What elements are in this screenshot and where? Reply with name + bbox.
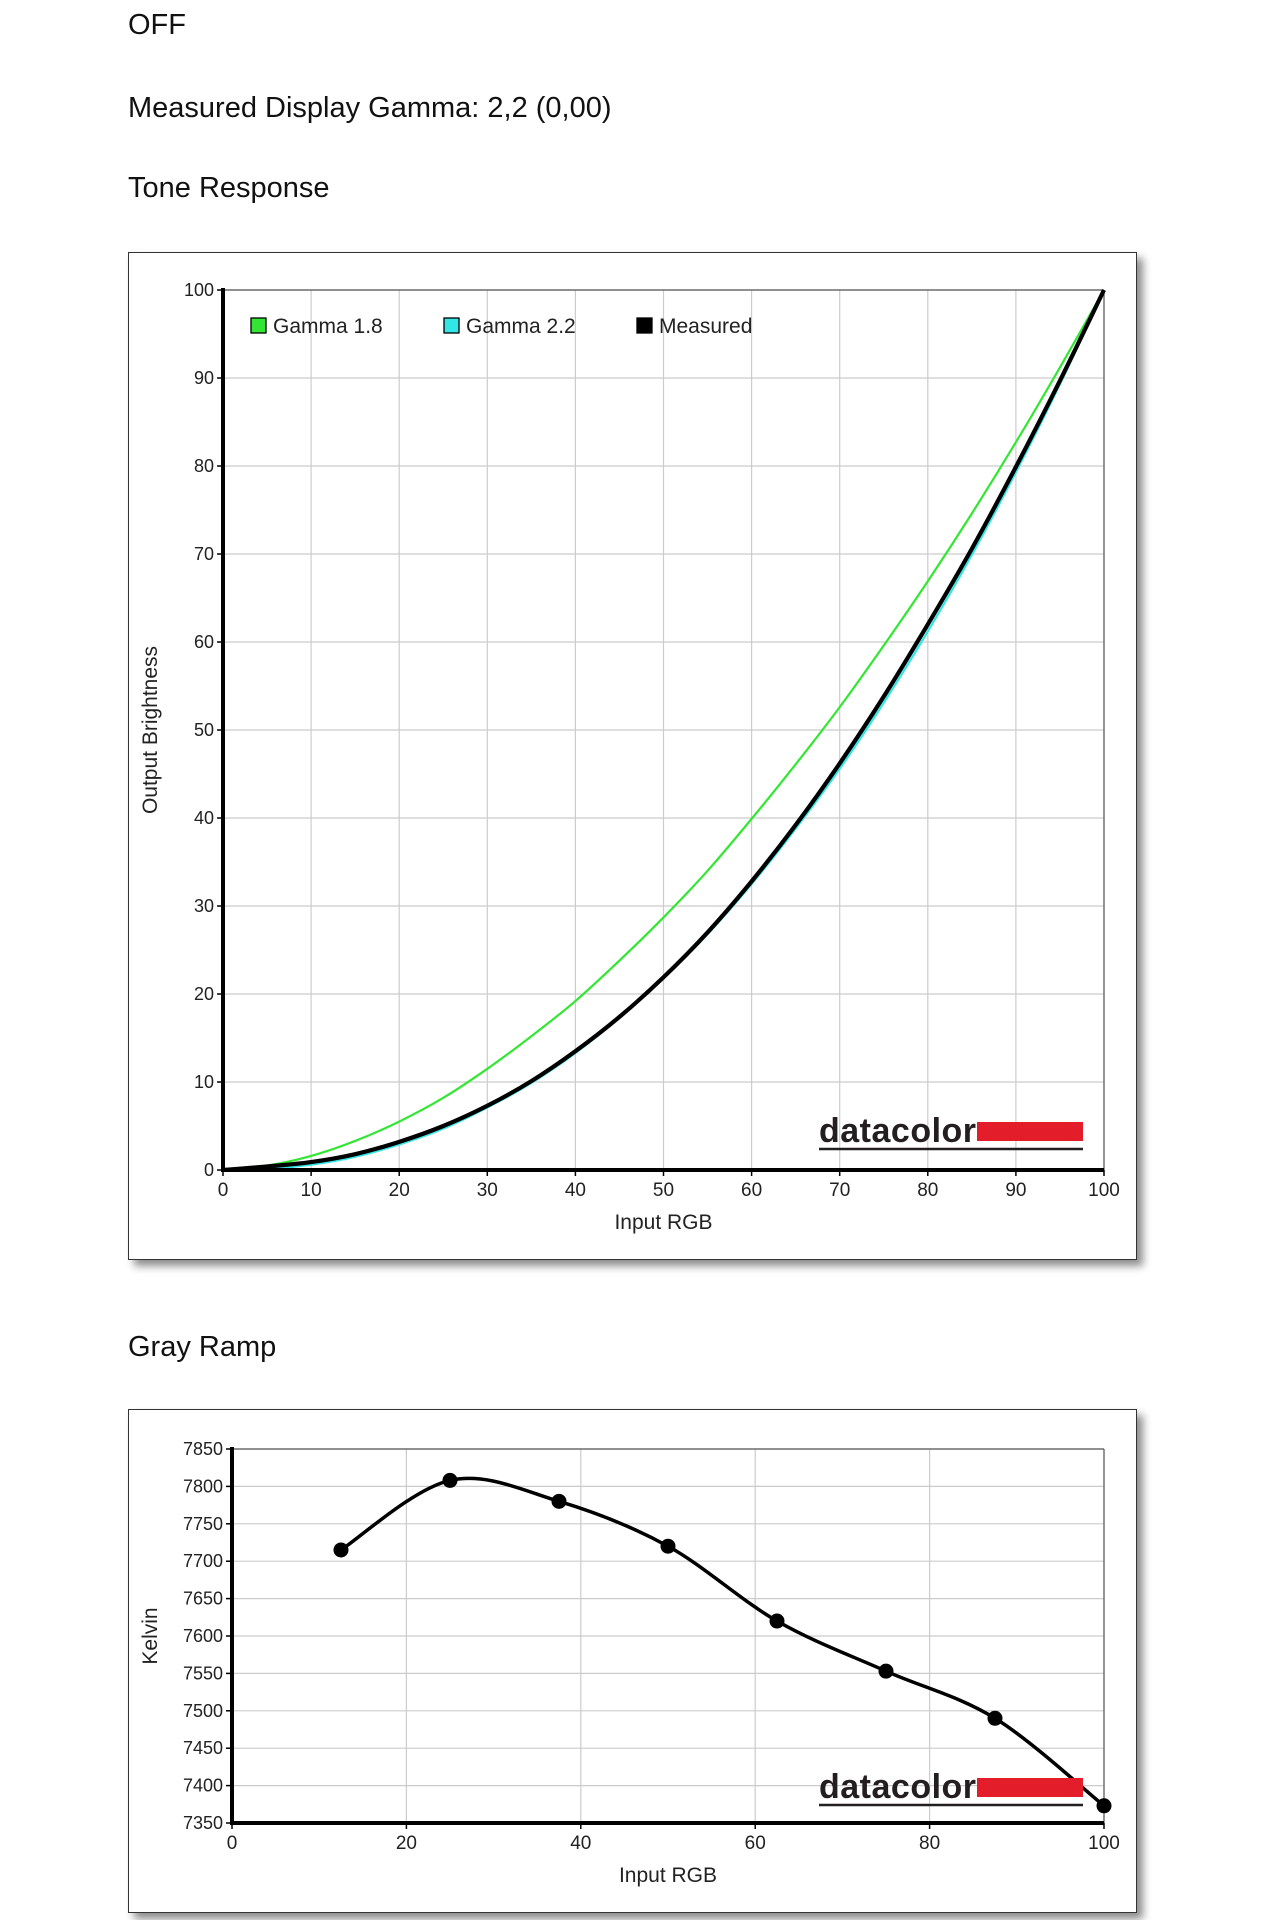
x-tick-label: 30 bbox=[477, 1180, 498, 1201]
status-text: OFF bbox=[128, 9, 186, 41]
kelvin-data-point bbox=[987, 1710, 1003, 1726]
kelvin-line bbox=[340, 1476, 1106, 1808]
y-tick-label: 50 bbox=[194, 720, 214, 740]
x-tick-label: 0 bbox=[218, 1180, 229, 1201]
kelvin-data-point bbox=[769, 1613, 785, 1629]
legend-swatch bbox=[443, 317, 460, 334]
y-tick-label: 7850 bbox=[183, 1439, 223, 1459]
legend-swatch bbox=[636, 317, 653, 334]
legend-swatch bbox=[250, 317, 267, 334]
y-tick-label: 7350 bbox=[183, 1813, 223, 1833]
y-tick-label: 60 bbox=[194, 632, 214, 652]
x-tick-label: 0 bbox=[227, 1833, 238, 1854]
x-tick-label: 10 bbox=[301, 1180, 322, 1201]
kelvin-data-point bbox=[333, 1542, 349, 1558]
legend-label: Measured bbox=[659, 315, 752, 338]
datacolor-logo-red-bar bbox=[977, 1778, 1083, 1797]
kelvin-data-point bbox=[660, 1538, 676, 1554]
x-tick-label: 90 bbox=[1005, 1180, 1026, 1201]
y-tick-label: 0 bbox=[204, 1160, 214, 1180]
y-tick-label: 10 bbox=[194, 1072, 214, 1092]
x-tick-label: 80 bbox=[919, 1833, 940, 1854]
legend-label: Gamma 1.8 bbox=[273, 315, 383, 338]
gamma-1-8-line bbox=[222, 289, 1105, 1172]
gray-ramp-chart-panel: 0 20 40 60 80 100 7350 7400 7450 7500 7550 7600 7650… bbox=[128, 1409, 1137, 1913]
x-tick-label: 20 bbox=[389, 1180, 410, 1201]
x-tick-label: 50 bbox=[653, 1180, 674, 1201]
gray-ramp-heading: Gray Ramp bbox=[128, 1331, 277, 1363]
measured-gamma-text: Measured Display Gamma: 2,2 (0,00) bbox=[128, 92, 612, 124]
kelvin-data-point bbox=[551, 1493, 567, 1509]
y-tick-label: 7550 bbox=[183, 1663, 223, 1683]
y-tick-label: 7700 bbox=[183, 1551, 223, 1571]
x-axis-label: Input RGB bbox=[614, 1211, 712, 1234]
y-tick-label: 7650 bbox=[183, 1589, 223, 1609]
y-tick-label: 40 bbox=[194, 808, 214, 828]
x-tick-label: 80 bbox=[917, 1180, 938, 1201]
x-tick-label: 70 bbox=[829, 1180, 850, 1201]
tone-response-chart: 0 10 20 30 40 50 60 70 80 90 100 0 10 20 30 40 50 60 70 80 9… bbox=[139, 280, 1120, 1234]
y-tick-label: 100 bbox=[184, 280, 214, 300]
tone-response-heading: Tone Response bbox=[128, 172, 330, 204]
datacolor-logo-red-bar bbox=[977, 1122, 1083, 1141]
y-tick-label: 20 bbox=[194, 984, 214, 1004]
y-tick-label: 7450 bbox=[183, 1738, 223, 1758]
kelvin-data-point bbox=[442, 1472, 458, 1488]
y-tick-label: 7400 bbox=[183, 1776, 223, 1796]
x-tick-label: 40 bbox=[565, 1180, 586, 1201]
kelvin-data-point bbox=[878, 1663, 894, 1679]
y-tick-label: 7750 bbox=[183, 1514, 223, 1534]
measured-line bbox=[222, 289, 1106, 1173]
y-tick-label: 90 bbox=[194, 368, 214, 388]
x-tick-label: 100 bbox=[1088, 1180, 1120, 1201]
x-tick-label: 40 bbox=[570, 1833, 591, 1854]
y-tick-label: 30 bbox=[194, 896, 214, 916]
y-tick-label: 7600 bbox=[183, 1626, 223, 1646]
y-axis-label: Kelvin bbox=[139, 1607, 162, 1664]
x-tick-label: 60 bbox=[741, 1180, 762, 1201]
x-axis-label: Input RGB bbox=[619, 1864, 717, 1887]
y-tick-label: 7500 bbox=[183, 1701, 223, 1721]
gray-ramp-chart: 0 20 40 60 80 100 7350 7400 7450 7500 7550 7600 7650… bbox=[139, 1439, 1120, 1887]
x-tick-label: 20 bbox=[396, 1833, 417, 1854]
x-tick-label: 60 bbox=[745, 1833, 766, 1854]
y-tick-label: 80 bbox=[194, 456, 214, 476]
legend-label: Gamma 2.2 bbox=[466, 315, 576, 338]
datacolor-logo-text: datacolor bbox=[819, 1112, 977, 1150]
x-tick-label: 100 bbox=[1088, 1833, 1120, 1854]
kelvin-data-point bbox=[1096, 1798, 1112, 1814]
y-tick-label: 7800 bbox=[183, 1476, 223, 1496]
y-tick-label: 70 bbox=[194, 544, 214, 564]
datacolor-logo-text: datacolor bbox=[819, 1768, 977, 1806]
tone-response-chart-panel: 0 10 20 30 40 50 60 70 80 90 100 0 10 20 30 40 50 60 70 80 9… bbox=[128, 252, 1137, 1260]
y-axis-label: Output Brightness bbox=[139, 646, 162, 814]
